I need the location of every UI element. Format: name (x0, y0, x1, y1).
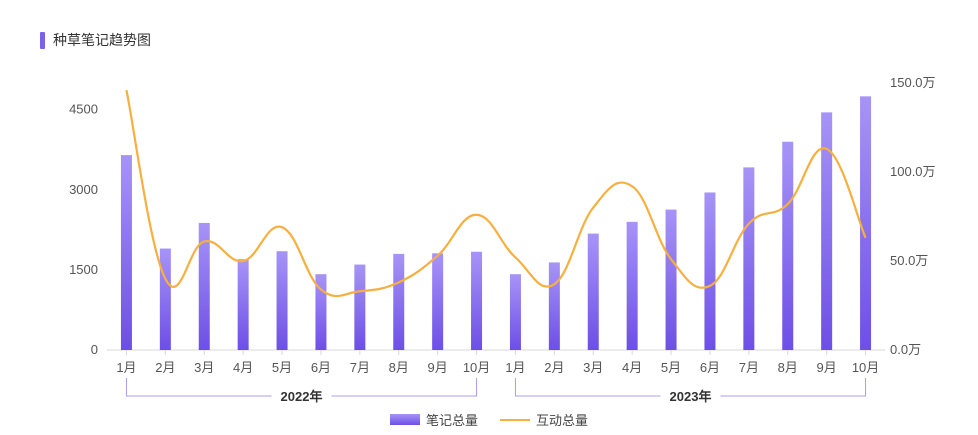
y-left-tick-label: 0 (91, 342, 98, 357)
year-bracket-right (331, 378, 478, 397)
y-right-tick-label: 0.0万 (890, 342, 921, 357)
bar-notes (120, 155, 132, 350)
year-bracket-left (125, 378, 272, 397)
x-tick-label: 5月 (661, 360, 681, 375)
year-group-label: 2022年 (281, 389, 323, 404)
x-tick-label: 7月 (350, 360, 370, 375)
x-tick-label: 6月 (700, 360, 720, 375)
legend-label-notes: 笔记总量 (425, 413, 478, 428)
bar-notes (276, 251, 288, 350)
x-tick-label: 4月 (622, 360, 642, 375)
bar-notes (198, 222, 210, 350)
bar-notes (393, 253, 405, 350)
legend-line-swatch (500, 418, 530, 421)
x-tick-label: 1月 (505, 360, 525, 375)
legend-item-notes[interactable]: 笔记总量 (389, 410, 478, 429)
legend-item-interactions[interactable]: 互动总量 (500, 410, 588, 429)
bar-notes (159, 248, 171, 350)
bar-notes (587, 233, 599, 350)
x-tick-label: 7月 (739, 360, 759, 375)
x-tick-label: 10月 (463, 360, 490, 375)
title-accent-bar (40, 31, 45, 49)
x-tick-label: 4月 (233, 360, 253, 375)
x-tick-label: 3月 (583, 360, 603, 375)
year-group-label: 2023年 (670, 389, 712, 404)
year-bracket-right (720, 378, 867, 397)
bar-notes (432, 253, 444, 350)
x-tick-label: 10月 (852, 360, 879, 375)
y-left-tick-label: 4500 (69, 102, 98, 117)
x-tick-label: 2月 (544, 360, 564, 375)
year-bracket-left (514, 378, 661, 397)
bar-notes (665, 209, 677, 350)
bar-notes (471, 251, 483, 350)
bar-notes (860, 96, 872, 350)
bar-notes (704, 192, 716, 350)
y-left-tick-label: 1500 (69, 262, 98, 277)
chart-legend: 笔记总量 互动总量 (0, 410, 978, 429)
y-left-tick-label: 3000 (69, 182, 98, 197)
bar-notes (782, 141, 794, 350)
chart-title: 种草笔记趋势图 (53, 32, 151, 48)
x-tick-label: 2月 (155, 360, 175, 375)
bar-notes (315, 274, 327, 350)
bar-notes (509, 274, 521, 350)
x-tick-label: 9月 (817, 360, 837, 375)
x-tick-label: 6月 (311, 360, 331, 375)
bar-notes (548, 262, 560, 350)
x-tick-label: 3月 (194, 360, 214, 375)
bar-notes (821, 112, 833, 351)
x-tick-label: 8月 (389, 360, 409, 375)
bar-notes (626, 221, 638, 350)
y-right-tick-label: 50.0万 (890, 253, 928, 268)
legend-bar-swatch (389, 414, 420, 425)
chart-title-block: 种草笔记趋势图 (40, 30, 151, 50)
y-right-tick-label: 100.0万 (890, 164, 936, 179)
x-tick-label: 5月 (272, 360, 292, 375)
x-tick-label: 1月 (116, 360, 136, 375)
bar-notes (354, 264, 366, 350)
bar-notes (743, 167, 755, 350)
x-tick-label: 8月 (778, 360, 798, 375)
line-interactions (125, 89, 867, 298)
bar-notes (237, 259, 249, 350)
y-right-tick-label: 150.0万 (890, 75, 936, 90)
x-tick-label: 9月 (428, 360, 448, 375)
legend-label-interactions: 互动总量 (536, 413, 589, 428)
